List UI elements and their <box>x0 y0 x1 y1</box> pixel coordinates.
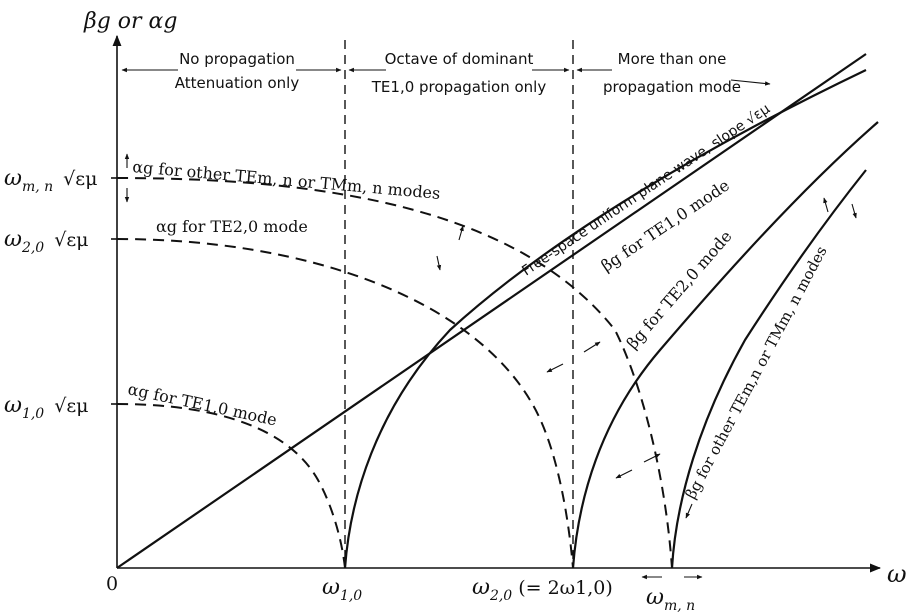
x-tick-omega-10: ω1,0 <box>322 575 362 604</box>
cutoff-lines <box>344 40 574 568</box>
x-ticks: ω1,0 ω2,0 (= 2ω1,0) ωm, n <box>322 574 703 612</box>
label-beta-other: βg for other TEm,n or TMm, n modes <box>682 243 831 502</box>
curve-labels: αg for other TEm, n or TMm, n modes αg f… <box>126 101 830 502</box>
beta-curve-te20 <box>571 121 879 569</box>
y-tick-omega-mn: ωm, n √εμ <box>4 166 97 195</box>
region-headers: No propagation Attenuation only Octave o… <box>121 50 771 96</box>
region-1-line1: No propagation <box>179 50 295 68</box>
pointer-mn-right <box>643 453 661 463</box>
axes: βg or αg ω 0 <box>83 9 907 595</box>
pointer-beta-other-down <box>851 203 857 219</box>
pointer-beta-mn-low <box>685 503 693 519</box>
label-free-space: Free-space uniform plane wave, slope √εμ <box>519 101 773 279</box>
x-tick-omega-mn: ωm, n <box>646 585 695 612</box>
y-tick-omega-10: ω1,0 √εμ <box>4 393 89 422</box>
pointer-arrows <box>436 197 857 519</box>
region-1-line2: Attenuation only <box>175 74 300 92</box>
pointer-te20-left <box>546 363 564 373</box>
free-space-line <box>116 53 867 569</box>
region-3-line2: propagation mode <box>603 78 741 96</box>
beta-curve-te10 <box>343 69 867 569</box>
beta-curves <box>343 69 879 569</box>
pointer-beta-other-up <box>823 197 829 213</box>
origin-label: 0 <box>106 573 118 595</box>
x-tick-omega-20: ω2,0 (= 2ω1,0) <box>472 575 613 604</box>
region-2-line1: Octave of dominant <box>385 50 534 68</box>
label-alpha-te20: αg for TE2,0 mode <box>156 217 308 236</box>
pointer-alpha-other-up <box>458 225 464 241</box>
y-axis-label: βg or αg <box>83 9 178 34</box>
pointer-mn-left <box>615 469 633 479</box>
region-2-line2: TE1,0 propagation only <box>371 78 547 96</box>
alpha-curve-te10 <box>116 403 346 569</box>
alpha-curve-te20 <box>116 238 574 569</box>
pointer-alpha-other-down <box>436 255 442 271</box>
pointer-te20-right <box>583 341 601 353</box>
beta-curve-other-modes <box>670 169 867 569</box>
region-3-line1: More than one <box>618 50 727 68</box>
x-axis-label: ω <box>887 560 907 588</box>
label-alpha-other: αg for other TEm, n or TMm, n modes <box>132 157 441 203</box>
y-tick-omega-20: ω2,0 √εμ <box>4 227 89 256</box>
label-alpha-te10: αg for TE1,0 mode <box>126 379 278 429</box>
y-ticks: ωm, n √εμ ω2,0 √εμ ω1,0 √εμ <box>4 153 130 422</box>
region-3-arrow-right <box>730 79 771 86</box>
